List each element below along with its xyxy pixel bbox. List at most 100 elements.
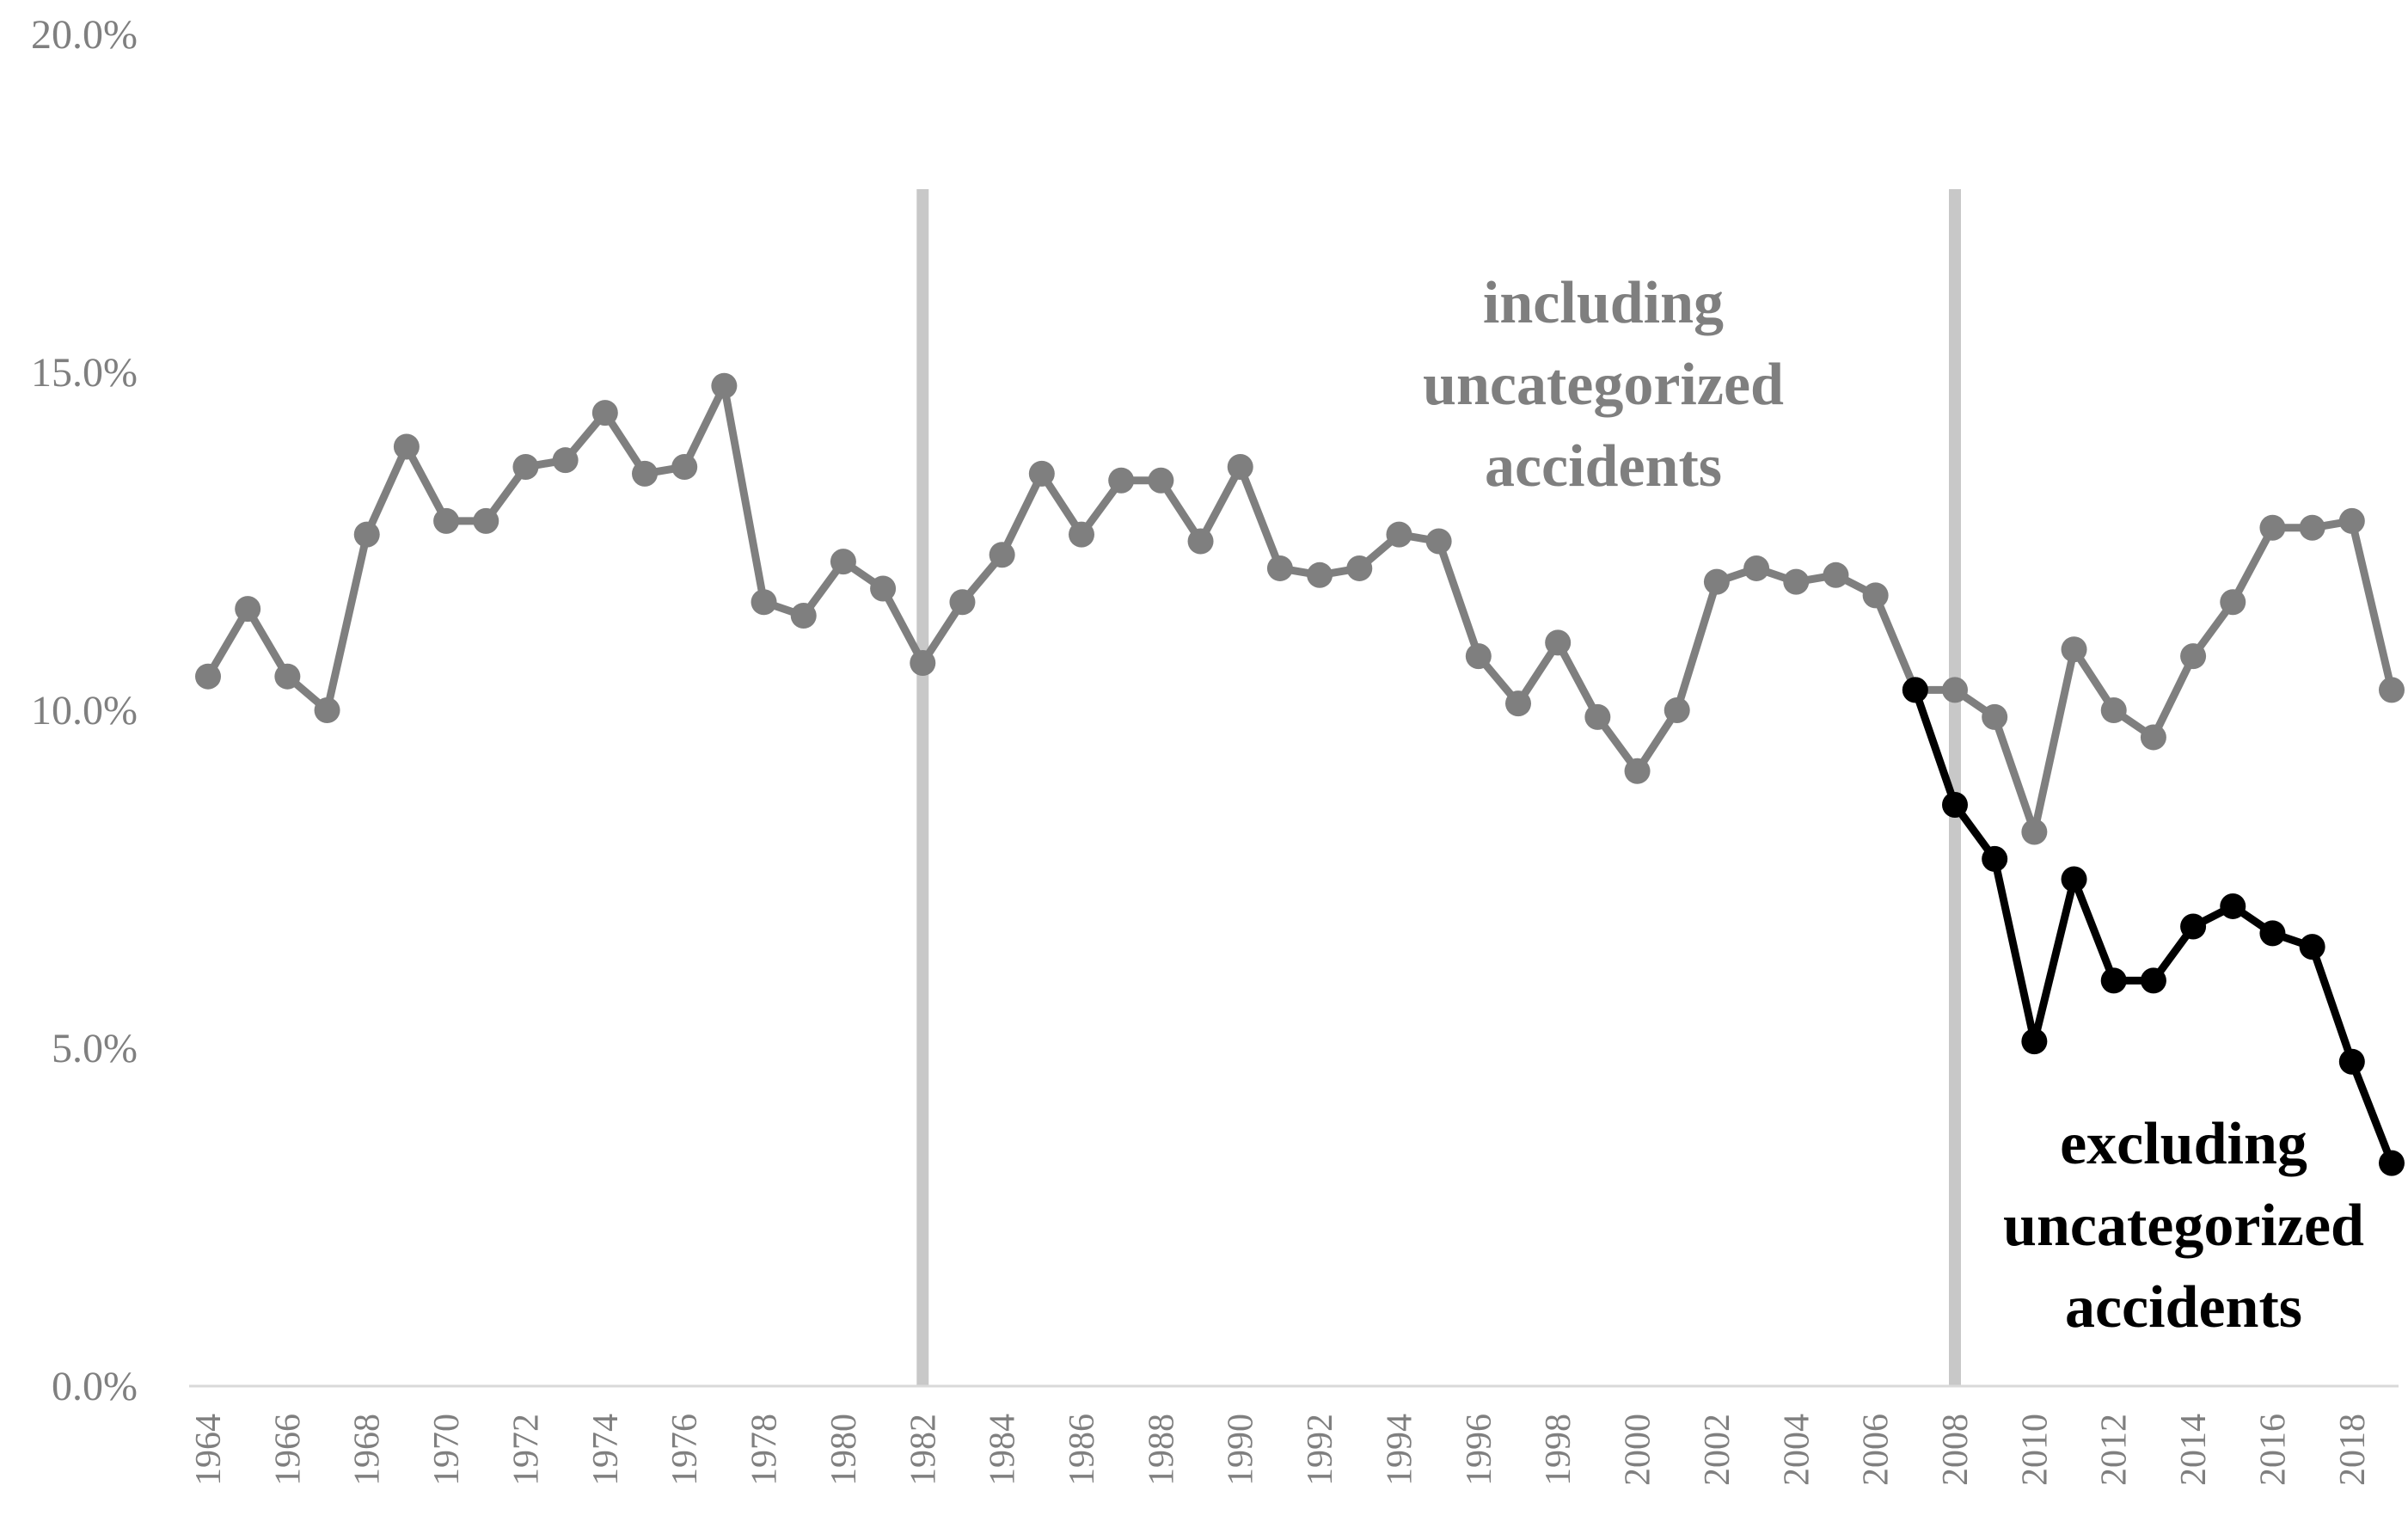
data-point	[632, 460, 658, 487]
data-point	[910, 649, 936, 676]
data-point	[830, 549, 856, 575]
data-point	[671, 454, 698, 481]
data-point	[790, 602, 817, 629]
data-point	[393, 433, 420, 460]
data-point	[870, 575, 897, 602]
data-point	[2259, 920, 2286, 947]
data-point	[1505, 690, 1531, 717]
x-tick-label: 1982	[904, 1414, 943, 1486]
x-tick-label: 1984	[983, 1414, 1023, 1486]
x-tick-label: 1986	[1063, 1414, 1102, 1486]
x-tick-label: 2014	[2174, 1414, 2214, 1486]
data-point	[1902, 677, 1928, 703]
series-line	[1911, 685, 2396, 1168]
series-line	[204, 382, 2396, 836]
x-tick-label: 1978	[745, 1414, 785, 1486]
series-1	[1902, 677, 2405, 1176]
data-point	[1266, 555, 1293, 581]
data-point	[195, 663, 221, 690]
data-point	[235, 596, 261, 623]
y-tick-label: 0.0%	[52, 1364, 138, 1409]
data-point	[1069, 521, 1094, 548]
data-point	[1823, 561, 1849, 588]
annotation-line: excluding	[2060, 1111, 2307, 1177]
x-tick-label: 2006	[1857, 1414, 1896, 1486]
x-tick-label: 1966	[268, 1414, 308, 1486]
data-point	[433, 507, 460, 534]
data-point	[2021, 819, 2048, 845]
data-point	[1227, 454, 1253, 481]
data-point	[1664, 697, 1690, 723]
x-tick-label: 2018	[2333, 1414, 2373, 1486]
x-tick-label: 2004	[1777, 1414, 1817, 1486]
x-tick-label: 2016	[2253, 1414, 2293, 1486]
x-tick-label: 1996	[1460, 1414, 1499, 1486]
data-point	[1187, 528, 1214, 555]
data-point	[2338, 1048, 2365, 1075]
x-axis-tick-labels: 1964 1966 1968 1970 1972 1974 1976 1978 1980 1982…	[189, 1414, 2373, 1486]
data-point	[989, 542, 1015, 568]
y-tick-label: 15.0%	[31, 350, 138, 396]
y-tick-label: 20.0%	[31, 12, 138, 58]
data-point	[552, 447, 579, 474]
data-point	[353, 521, 380, 548]
x-tick-label: 2012	[2095, 1414, 2135, 1486]
data-point	[314, 697, 340, 723]
data-point	[2180, 643, 2207, 670]
y-tick-label: 5.0%	[52, 1026, 138, 1071]
y-tick-label: 10.0%	[31, 688, 138, 733]
y-axis-tick-labels: 0.0% 5.0% 10.0% 15.0% 20.0%	[31, 12, 138, 1409]
annotation-line: uncategorized	[1423, 352, 1784, 418]
data-point	[591, 400, 618, 426]
data-point	[1108, 467, 1135, 494]
x-tick-label: 2000	[1619, 1414, 1658, 1486]
data-point	[1028, 460, 1055, 487]
x-tick-label: 1988	[1142, 1414, 1181, 1486]
data-point	[1386, 521, 1412, 548]
data-point	[1465, 643, 1492, 670]
data-point	[2180, 913, 2207, 940]
data-point	[1584, 703, 1611, 730]
data-point	[2379, 1150, 2405, 1176]
data-point	[2379, 677, 2405, 703]
data-point	[2140, 724, 2166, 751]
data-point	[1982, 703, 2008, 730]
data-point	[2259, 514, 2286, 541]
data-point	[473, 507, 499, 534]
data-point	[2140, 967, 2166, 994]
x-tick-label: 1992	[1301, 1414, 1340, 1486]
annotation-line: accidents	[1485, 433, 1722, 500]
data-point	[2299, 514, 2325, 541]
x-tick-label: 2008	[1936, 1414, 1976, 1486]
x-tick-label: 1990	[1222, 1414, 1261, 1486]
data-point	[2100, 697, 2127, 723]
x-tick-label: 1970	[427, 1414, 467, 1486]
annotations: including uncategorized accidents excluding…	[1423, 270, 2364, 1341]
data-point	[1425, 528, 1452, 555]
data-point	[2061, 636, 2087, 663]
data-point	[1703, 568, 1730, 595]
x-tick-label: 1964	[189, 1414, 229, 1486]
data-point	[1346, 555, 1373, 581]
x-tick-label: 1974	[586, 1414, 626, 1486]
data-point	[2220, 893, 2246, 919]
data-point	[1743, 555, 1770, 581]
x-tick-label: 1972	[506, 1414, 546, 1486]
annotation-line: uncategorized	[2003, 1193, 2364, 1259]
data-point	[751, 589, 777, 616]
data-point	[2338, 507, 2365, 534]
data-point	[949, 589, 976, 616]
data-point	[274, 663, 301, 690]
data-point	[1862, 582, 1889, 609]
data-point	[1942, 677, 1968, 703]
data-point	[711, 372, 738, 399]
annotation-line: including	[1483, 270, 1724, 336]
series-0	[195, 372, 2405, 845]
data-point	[2220, 589, 2246, 616]
data-point	[1624, 758, 1651, 784]
data-point	[2100, 967, 2127, 994]
data-point	[2021, 1028, 2048, 1055]
vertical-marker-lines	[916, 189, 1961, 1386]
annotation-line: accidents	[2065, 1274, 2302, 1341]
